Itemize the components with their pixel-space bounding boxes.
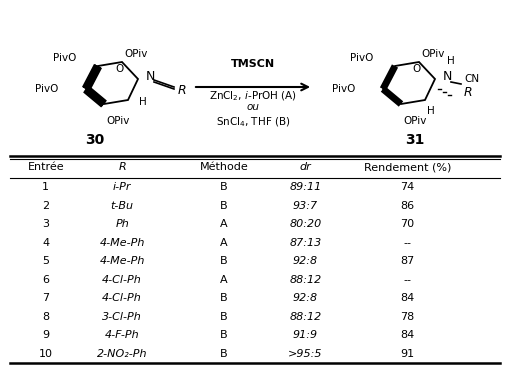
Text: 7: 7 <box>42 293 49 303</box>
Text: N: N <box>146 71 155 84</box>
Text: PivO: PivO <box>52 53 76 63</box>
Text: Rendement (%): Rendement (%) <box>363 162 451 172</box>
Text: 91:9: 91:9 <box>293 330 318 340</box>
Text: A: A <box>220 238 228 248</box>
Text: Entrée: Entrée <box>27 162 64 172</box>
Text: dr: dr <box>299 162 312 172</box>
Text: 6: 6 <box>42 275 49 285</box>
Text: R: R <box>464 85 473 99</box>
Text: O: O <box>413 64 421 74</box>
Text: 4-Cl-Ph: 4-Cl-Ph <box>102 275 142 285</box>
Text: 89:11: 89:11 <box>289 182 322 192</box>
Text: 8: 8 <box>42 312 49 322</box>
Text: 88:12: 88:12 <box>289 312 322 322</box>
Text: OPiv: OPiv <box>421 49 444 59</box>
Text: >95:5: >95:5 <box>288 349 323 359</box>
Text: 5: 5 <box>42 256 49 266</box>
Text: B: B <box>220 312 228 322</box>
Text: SnCl$_4$, THF (B): SnCl$_4$, THF (B) <box>216 115 290 128</box>
Text: B: B <box>220 201 228 211</box>
Text: 31: 31 <box>405 133 425 147</box>
Text: R: R <box>178 85 187 98</box>
Text: 2: 2 <box>42 201 49 211</box>
Text: i-Pr: i-Pr <box>113 182 131 192</box>
Text: Méthode: Méthode <box>200 162 248 172</box>
Text: 4-Cl-Ph: 4-Cl-Ph <box>102 293 142 303</box>
Text: 84: 84 <box>400 330 414 340</box>
Text: 3: 3 <box>42 219 49 229</box>
Text: 92:8: 92:8 <box>293 293 318 303</box>
Text: OPiv: OPiv <box>124 49 148 59</box>
Text: Ph: Ph <box>115 219 129 229</box>
Text: H: H <box>447 56 455 66</box>
Text: 88:12: 88:12 <box>289 275 322 285</box>
Text: 1: 1 <box>42 182 49 192</box>
Text: 92:8: 92:8 <box>293 256 318 266</box>
Text: B: B <box>220 293 228 303</box>
Text: 91: 91 <box>400 349 414 359</box>
Text: PivO: PivO <box>332 84 355 94</box>
Text: B: B <box>220 349 228 359</box>
Text: 74: 74 <box>400 182 414 192</box>
Text: 80:20: 80:20 <box>289 219 322 229</box>
Text: ou: ou <box>246 102 260 112</box>
Text: B: B <box>220 182 228 192</box>
Text: A: A <box>220 219 228 229</box>
Text: 2-NO₂-Ph: 2-NO₂-Ph <box>97 349 148 359</box>
Text: O: O <box>116 64 124 74</box>
Text: ZnCl$_2$, $i$-PrOH (A): ZnCl$_2$, $i$-PrOH (A) <box>209 89 297 103</box>
Text: 4-F-Ph: 4-F-Ph <box>105 330 139 340</box>
Text: 4-Me-Ph: 4-Me-Ph <box>99 238 145 248</box>
Text: A: A <box>220 275 228 285</box>
Text: 87:13: 87:13 <box>289 238 322 248</box>
Text: 87: 87 <box>400 256 414 266</box>
Text: 30: 30 <box>86 133 105 147</box>
Text: PivO: PivO <box>350 53 373 63</box>
Text: 10: 10 <box>39 349 53 359</box>
Text: OPiv: OPiv <box>403 116 427 126</box>
Text: 78: 78 <box>400 312 414 322</box>
Text: 9: 9 <box>42 330 49 340</box>
Text: CN: CN <box>464 74 479 84</box>
Text: PivO: PivO <box>35 84 58 94</box>
Text: R: R <box>118 162 126 172</box>
Text: B: B <box>220 330 228 340</box>
Text: 4: 4 <box>42 238 49 248</box>
Text: t-Bu: t-Bu <box>110 201 134 211</box>
Text: 4-Me-Ph: 4-Me-Ph <box>99 256 145 266</box>
Text: TMSCN: TMSCN <box>231 59 275 69</box>
Text: H: H <box>139 97 147 107</box>
Text: N: N <box>443 71 453 84</box>
Text: 86: 86 <box>400 201 414 211</box>
Text: H: H <box>427 106 435 116</box>
Text: B: B <box>220 256 228 266</box>
Text: 84: 84 <box>400 293 414 303</box>
Text: 93:7: 93:7 <box>293 201 318 211</box>
Text: 3-Cl-Ph: 3-Cl-Ph <box>102 312 142 322</box>
Text: --: -- <box>403 275 411 285</box>
Text: OPiv: OPiv <box>106 116 129 126</box>
Text: 70: 70 <box>400 219 414 229</box>
Text: --: -- <box>403 238 411 248</box>
